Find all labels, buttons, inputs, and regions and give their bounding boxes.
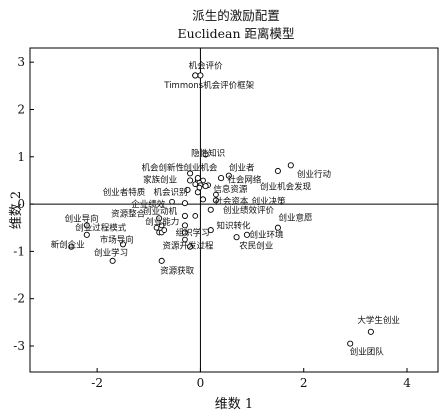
data-point: [109, 257, 116, 264]
data-point: [243, 231, 250, 238]
data-point: [199, 196, 207, 203]
data-point: [233, 234, 240, 241]
y-axis-label: 维数 2: [9, 191, 24, 229]
cluster-markers: [153, 177, 219, 243]
y-tick-label: 0: [17, 197, 25, 211]
chart-subtitle: Euclidean 距离模型: [177, 26, 294, 41]
y-tick-label: 2: [17, 102, 25, 116]
data-point: [83, 222, 90, 229]
point-label: 机会创新性: [141, 163, 184, 174]
x-axis-label: 维数 1: [215, 397, 253, 412]
data-point: [197, 72, 204, 79]
point-label: 家族创业: [143, 174, 177, 185]
cluster-point: [196, 184, 203, 191]
point-label: 新创企业: [51, 239, 85, 250]
point-label: 创业者特质: [103, 187, 146, 198]
data-point: [83, 231, 90, 238]
data-point: [184, 186, 191, 193]
point-label: 资源整合: [111, 209, 146, 220]
point-label: 企业绩效: [131, 199, 166, 210]
cluster-point: [182, 236, 188, 243]
point-label: 创业机会: [183, 163, 218, 174]
data-point: [119, 241, 127, 248]
data-point: [207, 206, 214, 213]
point-label: 农民创业: [239, 241, 273, 252]
point-label: 创业学习: [94, 247, 128, 258]
point-label: 知识转化: [216, 220, 251, 231]
point-label: 创业行动: [297, 169, 332, 180]
point-label: 创业意愿: [278, 212, 313, 223]
data-point: [202, 183, 209, 190]
point-label: 隐性知识: [191, 148, 225, 159]
data-point: [181, 200, 188, 207]
data-point: [347, 340, 354, 347]
y-tick-label: 3: [17, 55, 25, 69]
point-label: 社会网络: [227, 174, 262, 185]
cluster-point: [213, 191, 219, 198]
point-label: 创业团队: [350, 347, 385, 358]
point-label: Timmons机会评价框架: [163, 80, 254, 91]
data-point: [194, 189, 201, 196]
point-label: 创业机会发现: [260, 182, 312, 193]
y-tick-label: -2: [13, 292, 25, 306]
data-point: [187, 170, 194, 177]
data-point: [207, 227, 214, 234]
cluster-point: [192, 181, 199, 188]
data-point: [187, 177, 194, 184]
y-tick-label: -3: [13, 339, 25, 353]
data-point: [274, 167, 281, 175]
point-label: 信息资源: [213, 184, 248, 195]
data-point: [212, 197, 219, 204]
axis-ticks: -2 0 2 4 -3 -2 -1 0 1 2 3: [13, 55, 411, 390]
point-label: 组织学习: [176, 227, 210, 238]
data-point: [194, 175, 201, 182]
point-label: 机会识别: [153, 187, 187, 198]
cluster-point: [153, 224, 160, 231]
x-tick-label: -2: [91, 376, 103, 390]
point-label: 市场导向: [100, 235, 134, 246]
data-point: [218, 175, 225, 182]
y-tick-label: -1: [13, 244, 25, 258]
data-point: [274, 224, 281, 231]
point-label: 资源开发过程: [163, 241, 215, 252]
point-label: 创业环境: [250, 229, 285, 240]
point-label: 创业者: [229, 163, 255, 174]
point-label: 创业决策: [252, 196, 287, 207]
data-point: [156, 215, 163, 222]
x-tick-label: 2: [300, 376, 308, 390]
data-point: [68, 243, 75, 250]
plot-frame: [29, 47, 439, 373]
data-point: [158, 257, 165, 264]
chart-title: 派生的激励配置: [192, 8, 280, 23]
data-points: [68, 72, 374, 347]
data-point: [287, 162, 294, 169]
cluster-point: [158, 222, 165, 229]
point-label: 大学生创业: [357, 315, 400, 326]
point-label: 创业导向: [65, 213, 99, 224]
point-label: 机会评价: [189, 61, 224, 72]
x-tick-label: 4: [403, 376, 411, 390]
data-point: [181, 212, 188, 219]
data-point: [181, 229, 188, 236]
data-point: [192, 72, 199, 79]
data-point: [225, 172, 232, 179]
point-label: 创业过程模式: [75, 223, 127, 234]
x-tick-label: 0: [197, 376, 205, 390]
data-point: [187, 243, 194, 250]
point-label: 资源获取: [160, 265, 195, 276]
y-tick-label: 1: [17, 150, 25, 164]
cluster-point: [161, 227, 168, 233]
cluster-point: [192, 213, 199, 219]
data-point: [202, 151, 209, 158]
data-point: [367, 328, 374, 335]
point-label: 社会资本: [214, 196, 249, 207]
point-label: 创业动机: [143, 206, 178, 217]
cluster-point: [169, 198, 175, 205]
point-label: 创业绩效评价: [223, 205, 275, 216]
data-point: [181, 222, 188, 229]
point-label: 创业能力: [145, 217, 179, 228]
